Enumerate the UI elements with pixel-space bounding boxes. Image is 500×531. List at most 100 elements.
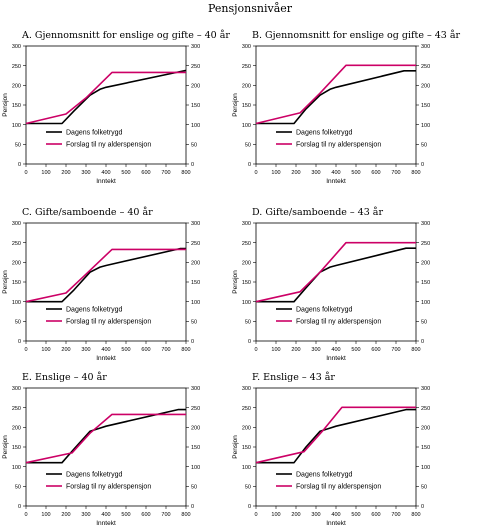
y-tick-label: 300 [12, 44, 21, 50]
x-tick-label: 800 [181, 170, 190, 176]
y2-tick-label: 200 [191, 84, 200, 90]
y-tick-label: 100 [242, 300, 251, 306]
y2-tick-label: 0 [421, 504, 424, 510]
y-axis-label: Pensjon [2, 435, 9, 459]
y-tick-label: 0 [248, 339, 251, 345]
x-tick-label: 600 [371, 512, 380, 518]
legend-label: Forslag til ny alderspensjon [296, 319, 381, 326]
y-tick-label: 150 [242, 103, 251, 109]
x-tick-label: 600 [141, 170, 150, 176]
x-tick-label: 100 [41, 512, 50, 518]
y2-tick-label: 50 [191, 143, 197, 149]
y-tick-label: 0 [18, 504, 21, 510]
legend: Dagens folketrygd Forslag til ny alderspe… [276, 472, 381, 491]
series-line-1 [26, 69, 187, 125]
x-axis-label: Inntekt [326, 178, 346, 185]
y2-tick-label: 0 [421, 162, 424, 168]
chart-title: D. Gifte/samboende – 43 år [252, 206, 383, 218]
x-tick-label: 700 [161, 170, 170, 176]
y-tick-label: 300 [242, 221, 251, 227]
y2-tick-label: 150 [191, 280, 200, 286]
y2-tick-label: 0 [191, 162, 194, 168]
chart-title: E. Enslige – 40 år [22, 371, 107, 383]
x-tick-label: 700 [391, 170, 400, 176]
x-tick-label: 500 [121, 512, 130, 518]
x-tick-label: 0 [254, 170, 257, 176]
x-tick-label: 700 [161, 347, 170, 353]
x-axis-label: Inntekt [96, 520, 116, 527]
y-tick-label: 250 [12, 64, 21, 70]
chart-panel-2: B. Gjennomsnitt for enslige og gifte – 4… [232, 29, 460, 185]
y2-tick-label: 250 [191, 64, 200, 70]
chart-panel-1: A. Gjennomsnitt for enslige og gifte – 4… [2, 29, 230, 185]
x-axis-label: Inntekt [96, 355, 116, 362]
x-tick-label: 100 [271, 512, 280, 518]
x-tick-label: 0 [24, 347, 27, 353]
y2-tick-label: 250 [421, 64, 430, 70]
y2-tick-label: 300 [191, 221, 200, 227]
y-tick-label: 200 [12, 426, 21, 432]
x-tick-label: 200 [291, 512, 300, 518]
x-tick-label: 400 [331, 347, 340, 353]
legend-label: Forslag til ny alderspensjon [296, 142, 381, 149]
y2-tick-label: 100 [421, 465, 430, 471]
series-line-2 [255, 241, 416, 303]
y-tick-label: 300 [242, 386, 251, 392]
y2-tick-label: 300 [421, 221, 430, 227]
x-tick-label: 300 [311, 347, 320, 353]
y2-tick-label: 150 [421, 280, 430, 286]
x-tick-label: 100 [271, 347, 280, 353]
series-line-2 [255, 406, 416, 464]
x-tick-label: 300 [81, 347, 90, 353]
x-tick-label: 400 [101, 347, 110, 353]
chart-title: B. Gjennomsnitt for enslige og gifte – 4… [252, 29, 460, 41]
x-tick-label: 100 [41, 170, 50, 176]
x-tick-label: 600 [141, 347, 150, 353]
legend-label: Dagens folketrygd [66, 307, 123, 314]
y2-tick-label: 100 [421, 300, 430, 306]
legend-label: Dagens folketrygd [66, 130, 123, 137]
y-tick-label: 100 [12, 123, 21, 129]
y2-tick-label: 150 [191, 103, 200, 109]
x-tick-label: 400 [331, 170, 340, 176]
x-axis-label: Inntekt [326, 520, 346, 527]
y-tick-label: 150 [12, 280, 21, 286]
legend-label: Dagens folketrygd [296, 472, 353, 479]
x-tick-label: 500 [351, 170, 360, 176]
y-axis-label: Pensjon [232, 435, 239, 459]
y2-tick-label: 200 [421, 426, 430, 432]
y2-tick-label: 50 [421, 143, 427, 149]
y2-tick-label: 250 [191, 241, 200, 247]
y2-tick-label: 300 [191, 386, 200, 392]
legend-label: Forslag til ny alderspensjon [296, 484, 381, 491]
y2-tick-label: 100 [421, 123, 430, 129]
y-tick-label: 100 [242, 465, 251, 471]
y-tick-label: 0 [18, 162, 21, 168]
x-tick-label: 300 [311, 170, 320, 176]
x-axis-label: Inntekt [326, 355, 346, 362]
x-tick-label: 200 [291, 347, 300, 353]
y2-tick-label: 0 [191, 339, 194, 345]
y-tick-label: 150 [12, 445, 21, 451]
y2-tick-label: 50 [421, 320, 427, 326]
x-tick-label: 600 [371, 170, 380, 176]
y-tick-label: 250 [242, 64, 251, 70]
y2-tick-label: 300 [421, 44, 430, 50]
x-tick-label: 0 [254, 512, 257, 518]
y-tick-label: 150 [242, 280, 251, 286]
y-tick-label: 0 [18, 339, 21, 345]
chart-title: F. Enslige – 43 år [252, 371, 335, 383]
y-tick-label: 100 [12, 465, 21, 471]
x-tick-label: 100 [271, 170, 280, 176]
y-tick-label: 200 [242, 84, 251, 90]
y2-tick-label: 50 [191, 320, 197, 326]
x-tick-label: 600 [141, 512, 150, 518]
x-tick-label: 500 [351, 512, 360, 518]
x-tick-label: 0 [254, 347, 257, 353]
y-tick-label: 50 [15, 485, 21, 491]
x-tick-label: 200 [61, 512, 70, 518]
y-axis-label: Pensjon [232, 93, 239, 117]
